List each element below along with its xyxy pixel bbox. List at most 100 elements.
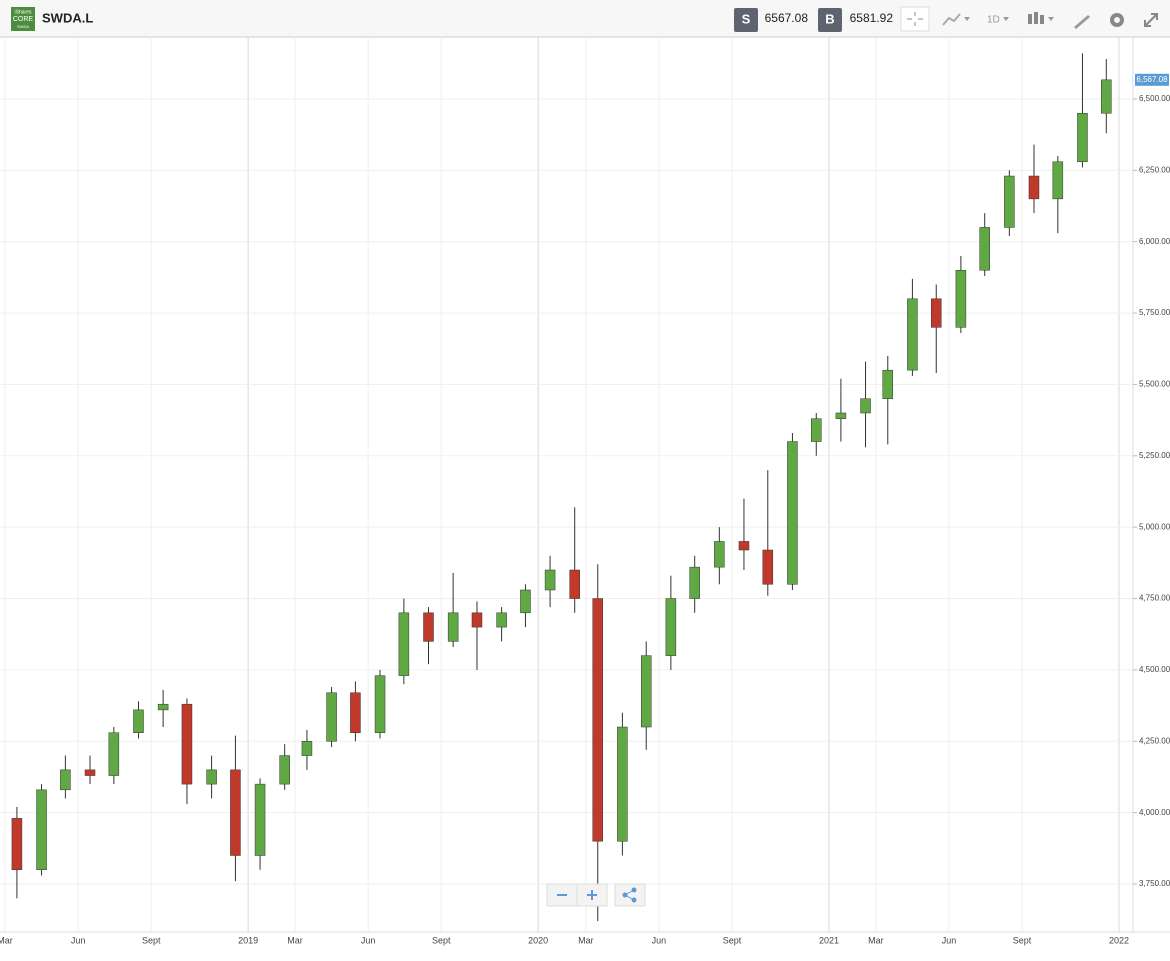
y-tick-label: 5,250.00 [1139, 451, 1170, 460]
candle-body [11, 818, 23, 871]
x-tick-label: Mar [868, 935, 884, 945]
candle-body [1052, 161, 1064, 200]
candle-body [36, 789, 47, 871]
candle-body [279, 755, 290, 785]
candle-body [133, 709, 144, 733]
share-icon [622, 887, 637, 903]
candle-body [979, 227, 990, 271]
share[interactable] [614, 883, 646, 907]
x-tick-label: Mar [287, 935, 303, 945]
candle-body [108, 732, 120, 776]
candle-body [350, 692, 361, 733]
candle-body [882, 369, 894, 399]
candle-body [447, 612, 459, 642]
x-tick-label: Jun [652, 935, 667, 945]
candle-body [84, 769, 96, 776]
logo [11, 7, 35, 31]
symbol: SWDA.L [42, 10, 93, 25]
sell-price: 6567.08 [765, 11, 809, 25]
candle-body [1028, 175, 1040, 200]
logo-text: SWDA [17, 24, 29, 29]
candle-body [811, 418, 822, 442]
y-tick-label: 6,250.00 [1139, 165, 1170, 174]
candle-body [326, 692, 337, 742]
buy-label[interactable]: B [825, 11, 834, 26]
y-tick-label: 5,500.00 [1139, 380, 1170, 389]
last-price-label: 6,567.08 [1136, 75, 1168, 84]
x-tick-label: Mar [0, 935, 13, 945]
candle-body [374, 675, 386, 733]
sell-label[interactable]: S [742, 11, 751, 26]
x-tick-label: 2021 [819, 935, 839, 945]
candle-body [689, 566, 700, 599]
candle-body [1004, 175, 1015, 228]
y-tick-label: 5,750.00 [1139, 308, 1170, 317]
candle-body [423, 612, 434, 642]
x-tick-label: 2020 [528, 935, 548, 945]
toolbar [0, 0, 1170, 37]
interval[interactable]: 1D [987, 15, 1000, 26]
candle-body [640, 655, 652, 728]
x-tick-label: Sept [432, 935, 451, 945]
x-tick-label: Sept [723, 935, 742, 945]
candle-body [569, 569, 580, 599]
zoom-controls [546, 883, 646, 907]
buy-button[interactable] [818, 8, 842, 32]
y-tick-label: 5,000.00 [1139, 522, 1170, 531]
chart-type-button[interactable] [942, 13, 970, 26]
y-tick-label: 4,000.00 [1139, 808, 1170, 817]
candle-body [762, 549, 774, 585]
candle-body [617, 726, 628, 842]
candle-body [520, 589, 531, 614]
draw-button[interactable] [1074, 15, 1090, 29]
candle-body [592, 598, 604, 842]
buy-price: 6581.92 [850, 11, 894, 25]
candle-body [930, 298, 942, 328]
candle-body [398, 612, 410, 676]
y-tick-label: 6,500.00 [1139, 94, 1170, 103]
sell-button[interactable] [734, 8, 758, 32]
x-tick-label: Sept [1013, 935, 1032, 945]
candle-body [157, 703, 169, 711]
x-tick-label: Jun [361, 935, 376, 945]
candle-body [206, 769, 217, 785]
candle-button[interactable] [1028, 12, 1054, 24]
candle-body [254, 783, 266, 856]
candle-body [471, 612, 483, 628]
candle-body [738, 541, 750, 551]
x-tick-label: Mar [578, 935, 594, 945]
candle-body [907, 298, 918, 371]
x-tick-label: 2019 [238, 935, 258, 945]
candle-body [860, 398, 871, 414]
x-tick-label: Jun [942, 935, 957, 945]
x-tick-label: Sept [142, 935, 161, 945]
fullscreen-button[interactable] [1144, 13, 1158, 27]
candle-body [60, 769, 71, 791]
candle-body [955, 269, 967, 328]
candle-body [544, 569, 556, 591]
logo-text: CORE [13, 16, 34, 23]
x-tick-label: 2022 [1109, 935, 1129, 945]
y-tick-label: 6,000.00 [1139, 237, 1170, 246]
candle-body [496, 612, 507, 628]
candle-body [181, 703, 193, 785]
y-tick-label: 4,250.00 [1139, 736, 1170, 745]
crosshair-button[interactable] [900, 6, 930, 32]
y-tick-label: 4,750.00 [1139, 594, 1170, 603]
last-price-box [1135, 73, 1169, 86]
candle-body [665, 598, 677, 656]
y-tick-label: 3,750.00 [1139, 879, 1170, 888]
candle-body [714, 541, 725, 568]
candle-body [835, 412, 847, 419]
x-tick-label: Jun [71, 935, 86, 945]
logo-text: iShares [15, 9, 32, 15]
candle-body [787, 441, 798, 585]
y-tick-label: 4,500.00 [1139, 665, 1170, 674]
candle-body [1077, 112, 1088, 163]
candle-body [1101, 79, 1112, 114]
candle-body [230, 769, 241, 856]
interval-arrow[interactable] [1003, 17, 1009, 21]
plus-icon [587, 890, 597, 900]
